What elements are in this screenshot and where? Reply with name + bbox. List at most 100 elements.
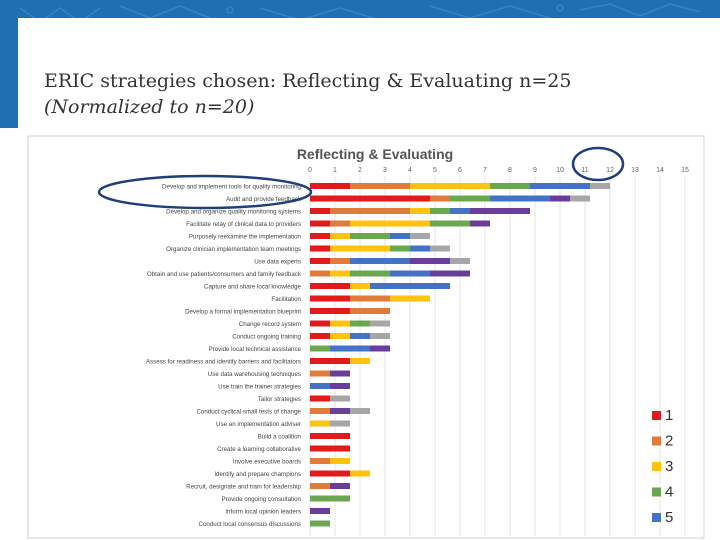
bar-segment: [390, 245, 410, 252]
bar-segment: [370, 345, 390, 352]
bar-segment: [330, 270, 350, 277]
bar-segment: [310, 233, 330, 239]
bar-segment: [410, 258, 450, 264]
legend-swatch: [652, 513, 661, 522]
x-tick-label: 2: [358, 167, 362, 174]
bar-segment: [390, 270, 430, 277]
bar-segment: [350, 183, 410, 189]
x-tick-label: 8: [508, 167, 512, 174]
x-tick-label: 4: [408, 167, 412, 174]
slide-title: ERIC strategies chosen: Reflecting & Eva…: [44, 70, 572, 92]
x-tick-label: 5: [433, 167, 437, 174]
category-label: Purposely reexamine the implementation: [189, 234, 302, 241]
bar-segment: [350, 308, 390, 314]
bar-segment: [470, 208, 530, 214]
bar-segment: [330, 370, 350, 377]
bar-segment: [350, 358, 370, 364]
bar-segment: [310, 345, 330, 352]
bar-segment: [310, 183, 350, 189]
bar-segment: [430, 220, 470, 227]
bar-segment: [310, 520, 330, 527]
x-tick-label: 0: [308, 167, 312, 174]
x-tick-label: 6: [458, 167, 462, 174]
bar-segment: [330, 458, 350, 464]
category-label: Assess for readiness and identify barrie…: [146, 359, 301, 366]
category-label: Create a learning collaborative: [217, 446, 301, 453]
bar-segment: [490, 195, 550, 202]
highlight-circle-ticks: [571, 146, 625, 182]
category-label: Recruit, designate and train for leaders…: [186, 484, 301, 491]
bar-segment: [310, 283, 350, 289]
bar-segment: [330, 395, 350, 402]
slide-subtitle: (Normalized to n=20): [44, 96, 255, 118]
category-label: Use an implementation adviser: [216, 421, 301, 428]
legend-label: 4: [665, 484, 673, 501]
category-label: Build a coalition: [258, 434, 302, 441]
bar-segment: [330, 320, 350, 327]
highlight-circle-category: [97, 174, 313, 210]
x-tick-label: 1: [333, 167, 337, 174]
category-label: Change record system: [239, 321, 301, 328]
bar-segment: [310, 483, 330, 489]
bar-segment: [350, 320, 370, 327]
bar-segment: [350, 283, 370, 289]
legend-swatch: [652, 462, 661, 471]
bar-segment: [330, 333, 350, 339]
bar-segment: [590, 183, 610, 189]
category-label: Involve executive boards: [233, 459, 301, 466]
category-label: Tailor strategies: [258, 396, 301, 403]
category-label: Develop and implement tools for quality …: [162, 184, 302, 191]
bar-segment: [310, 395, 330, 402]
bar-segment: [310, 208, 330, 214]
category-label: Audit and provide feedback: [226, 196, 302, 203]
bar-segment: [370, 320, 390, 327]
bar-segment: [330, 408, 350, 414]
category-label: Develop and organize quality monitoring …: [166, 209, 301, 216]
bar-segment: [310, 433, 350, 439]
legend-label: 5: [665, 509, 673, 526]
category-label: Facilitate relay of clinical data to pro…: [186, 221, 301, 228]
bar-segment: [310, 508, 330, 514]
category-label: Conduct ongoing training: [232, 334, 301, 341]
bar-segment: [310, 333, 330, 339]
bar-segment: [570, 195, 590, 202]
bar-segment: [310, 495, 350, 502]
category-label: Obtain and use patients/consumers and fa…: [147, 271, 302, 278]
bar-segment: [310, 195, 430, 202]
bar-segment: [430, 208, 450, 214]
bar-segment: [330, 208, 410, 214]
category-label: Use data warehousing techniques: [208, 371, 301, 378]
bar-segment: [450, 195, 490, 202]
category-label: Capture and share local knowledge: [204, 284, 302, 291]
bar-segment: [390, 295, 430, 302]
bar-segment: [330, 245, 390, 252]
bar-segment: [310, 470, 350, 477]
x-tick-label: 9: [533, 167, 537, 174]
bar-segment: [490, 183, 530, 189]
bar-segment: [330, 233, 350, 239]
category-label: Provide local technical assistance: [208, 346, 301, 353]
category-label: Conduct local consensus discussions: [199, 521, 302, 528]
bar-segment: [310, 383, 330, 389]
bar-segment: [330, 258, 350, 264]
bar-segment: [350, 333, 370, 339]
category-label: Organize clinician implementation team m…: [166, 246, 301, 253]
bar-segment: [310, 320, 330, 327]
bar-segment: [310, 308, 350, 314]
bar-segment: [370, 333, 390, 339]
bar-segment: [350, 258, 410, 264]
bar-segment: [330, 220, 350, 227]
bar-segment: [430, 195, 450, 202]
bar-segment: [330, 483, 350, 489]
bar-segment: [310, 408, 330, 414]
bar-segment: [410, 233, 430, 239]
bar-segment: [450, 208, 470, 214]
bar-segment: [430, 245, 450, 252]
bar-segment: [410, 183, 490, 189]
bar-segment: [350, 408, 370, 414]
category-label: Use data experts: [254, 259, 301, 266]
bar-segment: [530, 183, 590, 189]
bar-segment: [330, 420, 350, 427]
bar-segment: [310, 458, 330, 464]
